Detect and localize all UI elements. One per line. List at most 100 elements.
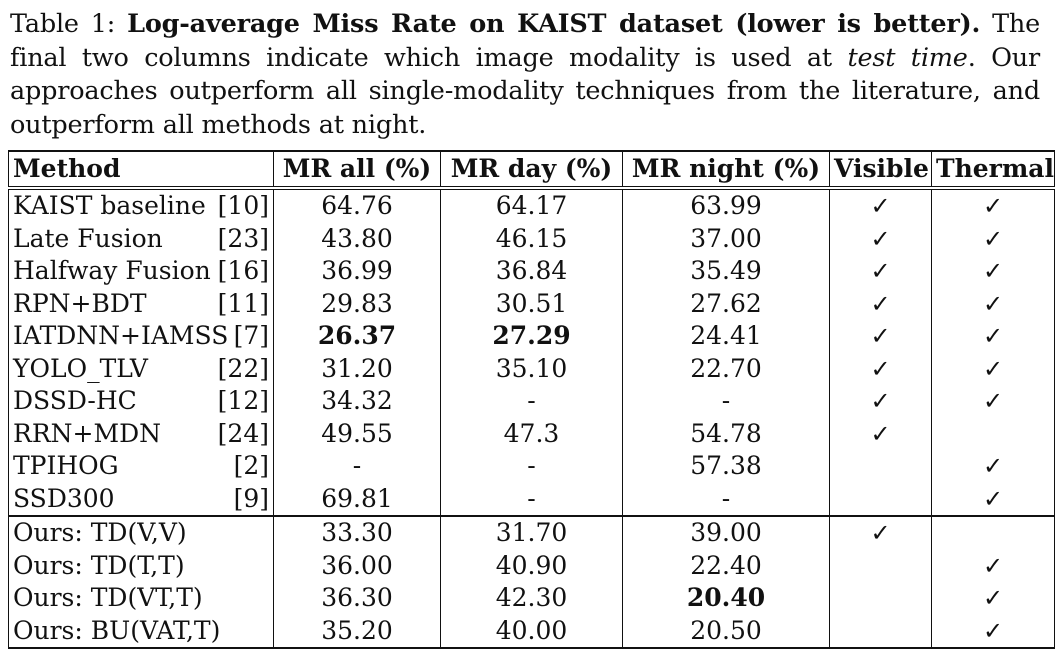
method-name: SSD300	[13, 483, 115, 513]
method-name: Ours: BU(VAT,T)	[13, 615, 221, 645]
header-row: Method MR all (%) MR day (%) MR night (%…	[8, 150, 1055, 189]
mr-day-cell: 42.30	[440, 582, 623, 615]
mr-night-cell: 37.00	[622, 222, 830, 255]
mr-day-cell: 30.51	[440, 287, 623, 320]
method-cell: IATDNN+IAMSS [7]	[8, 320, 274, 353]
citation-ref: [16]	[217, 256, 269, 285]
mr-day-cell: -	[440, 450, 623, 483]
thermal-check-icon: ✓	[931, 482, 1055, 516]
results-table: Method MR all (%) MR day (%) MR night (%…	[8, 150, 1055, 649]
table-caption: Table 1: Log-average Miss Rate on KAIST …	[10, 8, 1040, 142]
table-row: Ours: TD(V,V) 33.30 31.70 39.00 ✓	[8, 515, 1055, 550]
table-row: YOLO_TLV [22] 31.20 35.10 22.70 ✓ ✓	[8, 352, 1055, 385]
caption-text-2: . Our approaches outperform all single-m…	[10, 42, 1041, 140]
header-visible: Visible	[829, 150, 932, 189]
mr-night-cell: -	[622, 482, 830, 516]
method-name: Late Fusion	[13, 223, 163, 253]
visible-check-icon: ✓	[829, 287, 932, 320]
table-row: IATDNN+IAMSS [7] 26.37 27.29 24.41 ✓ ✓	[8, 320, 1055, 353]
mr-day-cell: 40.00	[440, 614, 623, 649]
method-cell: KAIST baseline [10]	[8, 186, 274, 223]
thermal-check-icon	[931, 417, 1055, 450]
mr-night-cell: 39.00	[622, 515, 830, 550]
visible-check-icon: ✓	[829, 320, 932, 353]
header-thermal: Thermal	[931, 150, 1055, 189]
mr-all-cell: 31.20	[273, 352, 441, 385]
mr-night-cell: 57.38	[622, 450, 830, 483]
mr-day-cell: -	[440, 482, 623, 516]
mr-night-cell: 54.78	[622, 417, 830, 450]
mr-all-cell: 35.20	[273, 614, 441, 649]
mr-day-cell: 47.3	[440, 417, 623, 450]
table-row: TPIHOG [2] - -57.38 ✓	[8, 450, 1055, 483]
table-row: Ours: BU(VAT,T) 35.20 40.00 20.50 ✓	[8, 614, 1055, 649]
mr-all-cell: 26.37	[273, 320, 441, 353]
thermal-check-icon: ✓	[931, 320, 1055, 353]
thermal-check-icon: ✓	[931, 549, 1055, 582]
mr-all-cell: 36.30	[273, 582, 441, 615]
mr-day-cell: 64.17	[440, 186, 623, 223]
citation-ref: [24]	[217, 418, 269, 448]
mr-all-cell: 36.99	[273, 255, 441, 288]
mr-night-cell: 20.40	[622, 582, 830, 615]
caption-text-1: The final two columns indicate which ima…	[10, 9, 1041, 73]
visible-check-icon: ✓	[829, 255, 932, 288]
thermal-check-icon: ✓	[931, 582, 1055, 615]
citation-ref: [2]	[233, 451, 269, 480]
table-row: KAIST baseline [10] 64.76 64.17 63.99 ✓ ✓	[8, 186, 1055, 223]
method-name: Ours: TD(T,T)	[13, 550, 185, 580]
table-row: Late Fusion [23] 43.80 46.15 37.00 ✓ ✓	[8, 222, 1055, 255]
mr-day-cell: 40.90	[440, 549, 623, 582]
method-cell: SSD300 [9]	[8, 482, 274, 516]
mr-night-cell: 22.70	[622, 352, 830, 385]
thermal-check-icon: ✓	[931, 352, 1055, 385]
thermal-check-icon: ✓	[931, 255, 1055, 288]
citation-ref: [10]	[217, 191, 269, 220]
thermal-check-icon: ✓	[931, 287, 1055, 320]
method-name: RPN+BDT	[13, 288, 147, 318]
mr-all-cell: 29.83	[273, 287, 441, 320]
mr-day-cell: 35.10	[440, 352, 623, 385]
mr-night-cell: -	[622, 385, 830, 418]
method-cell: Ours: TD(VT,T)	[8, 582, 274, 615]
caption-title: Log-average Miss Rate on KAIST dataset (…	[127, 9, 981, 39]
method-cell: RRN+MDN [24]	[8, 417, 274, 450]
thermal-check-icon: ✓	[931, 186, 1055, 223]
visible-check-icon: ✓	[829, 417, 932, 450]
visible-check-icon	[829, 450, 932, 483]
thermal-check-icon	[931, 515, 1055, 550]
thermal-check-icon: ✓	[931, 450, 1055, 483]
citation-ref: [23]	[217, 223, 269, 253]
method-name: Ours: TD(VT,T)	[13, 583, 203, 612]
visible-check-icon: ✓	[829, 515, 932, 550]
method-name: TPIHOG	[13, 451, 119, 480]
thermal-check-icon: ✓	[931, 222, 1055, 255]
mr-night-cell: 27.62	[622, 287, 830, 320]
header-mr-day: MR day (%)	[440, 150, 623, 189]
table-row: Ours: TD(VT,T) 36.30 42.30 20.40 ✓	[8, 582, 1055, 615]
visible-check-icon	[829, 582, 932, 615]
mr-day-cell: 46.15	[440, 222, 623, 255]
mr-all-cell: 64.76	[273, 186, 441, 223]
caption-italic: test time	[847, 42, 968, 73]
visible-check-icon	[829, 549, 932, 582]
visible-check-icon: ✓	[829, 352, 932, 385]
citation-ref: [7]	[233, 321, 269, 350]
mr-all-cell: 69.81	[273, 482, 441, 516]
table-row: SSD300 [9] 69.81- - ✓	[8, 482, 1055, 516]
mr-all-cell: 43.80	[273, 222, 441, 255]
table-row: RPN+BDT [11] 29.83 30.51 27.62 ✓ ✓	[8, 287, 1055, 320]
mr-day-cell: 27.29	[440, 320, 623, 353]
mr-night-cell: 63.99	[622, 186, 830, 223]
thermal-check-icon: ✓	[931, 614, 1055, 649]
thermal-check-icon: ✓	[931, 385, 1055, 418]
mr-night-cell: 22.40	[622, 549, 830, 582]
mr-night-cell: 20.50	[622, 614, 830, 649]
method-name: IATDNN+IAMSS	[13, 321, 229, 350]
mr-all-cell: 49.55	[273, 417, 441, 450]
header-mr-night: MR night (%)	[622, 150, 830, 189]
method-cell: Late Fusion [23]	[8, 222, 274, 255]
citation-ref: [9]	[233, 483, 269, 513]
method-cell: Ours: TD(T,T)	[8, 549, 274, 582]
method-name: RRN+MDN	[13, 418, 161, 448]
